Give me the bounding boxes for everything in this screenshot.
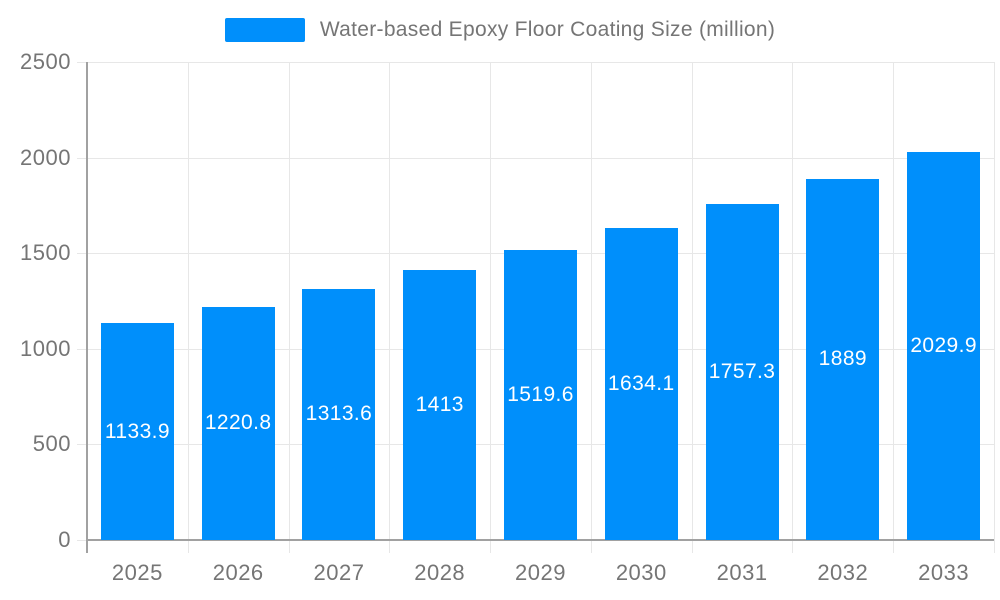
x-axis-label: 2033 bbox=[918, 560, 970, 585]
x-axis-tick bbox=[590, 540, 592, 553]
y-axis-label: 1000 bbox=[20, 335, 71, 361]
v-gridline bbox=[490, 62, 492, 540]
y-axis-label: 500 bbox=[32, 431, 71, 457]
bar-value-label: 1220.8 bbox=[204, 411, 272, 435]
x-axis-label: 2031 bbox=[716, 560, 768, 585]
v-gridline bbox=[389, 62, 391, 540]
bar-value-label: 1634.1 bbox=[607, 371, 675, 395]
bar-value-label: 1757.3 bbox=[708, 360, 776, 383]
v-gridline bbox=[893, 62, 895, 540]
bar-2025[interactable]: 1133.9 bbox=[100, 323, 174, 540]
y-axis-line bbox=[86, 62, 88, 553]
y-axis-label: 2000 bbox=[20, 144, 71, 170]
h-gridline bbox=[87, 62, 994, 63]
legend-label: Water-based Epoxy Floor Coating Size (mi… bbox=[319, 18, 776, 41]
bar-value-label: 1889 bbox=[818, 347, 867, 371]
y-axis-tick bbox=[77, 157, 87, 159]
x-axis-label: 2026 bbox=[212, 560, 264, 585]
y-axis-label: 0 bbox=[58, 527, 71, 552]
bar-2027[interactable]: 1313.6 bbox=[302, 288, 376, 540]
x-axis-line bbox=[87, 539, 994, 541]
bar-2028[interactable]: 1413 bbox=[403, 269, 477, 540]
y-axis-tick bbox=[77, 62, 87, 63]
x-axis-label: 2032 bbox=[817, 560, 869, 585]
y-axis-tick bbox=[77, 253, 87, 255]
x-axis-tick bbox=[389, 540, 391, 553]
plot-area: 1133.9 1220.8 1313.6 1413 1519.6 1634.1 1757.3… bbox=[77, 62, 995, 553]
y-axis-label: 1500 bbox=[20, 240, 71, 266]
bar-2030[interactable]: 1634.1 bbox=[604, 227, 678, 540]
bar-2033[interactable]: 2029.9 bbox=[907, 151, 981, 540]
bar-value-label: 1133.9 bbox=[104, 419, 170, 443]
bar-value-label: 1413 bbox=[415, 392, 464, 416]
y-axis-label: 2500 bbox=[20, 49, 71, 74]
bar-value-label: 1519.6 bbox=[507, 382, 574, 406]
chart-legend[interactable]: Water-based Epoxy Floor Coating Size (mi… bbox=[0, 18, 1000, 42]
x-axis-tick bbox=[994, 540, 995, 553]
v-gridline bbox=[187, 62, 189, 540]
bar-2029[interactable]: 1519.6 bbox=[504, 249, 578, 540]
y-axis-tick bbox=[77, 348, 87, 350]
y-axis-tick bbox=[77, 444, 87, 446]
v-gridline bbox=[792, 62, 794, 540]
x-axis-tick bbox=[893, 540, 895, 553]
v-gridline bbox=[994, 62, 995, 540]
v-gridline bbox=[590, 62, 592, 540]
x-axis-tick bbox=[187, 540, 189, 553]
x-axis-label: 2029 bbox=[515, 560, 566, 585]
x-axis-label: 2028 bbox=[414, 560, 466, 585]
x-axis-label: 2027 bbox=[313, 560, 365, 585]
v-gridline bbox=[288, 62, 290, 540]
bar-2032[interactable]: 1889 bbox=[806, 178, 880, 540]
h-gridline bbox=[87, 157, 994, 159]
bar-value-label: 2029.9 bbox=[910, 333, 977, 357]
bar-value-label: 1313.6 bbox=[305, 402, 373, 426]
legend-swatch bbox=[224, 18, 305, 42]
x-axis-label: 2030 bbox=[615, 560, 667, 585]
x-axis-tick bbox=[490, 540, 492, 553]
v-gridline bbox=[691, 62, 693, 540]
x-axis-tick bbox=[792, 540, 794, 553]
x-axis-tick bbox=[691, 540, 693, 553]
bar-2026[interactable]: 1220.8 bbox=[201, 306, 275, 540]
x-axis-label: 2025 bbox=[111, 560, 163, 585]
x-axis-tick bbox=[288, 540, 290, 553]
bar-2031[interactable]: 1757.3 bbox=[705, 204, 779, 540]
y-axis-tick bbox=[77, 540, 87, 541]
